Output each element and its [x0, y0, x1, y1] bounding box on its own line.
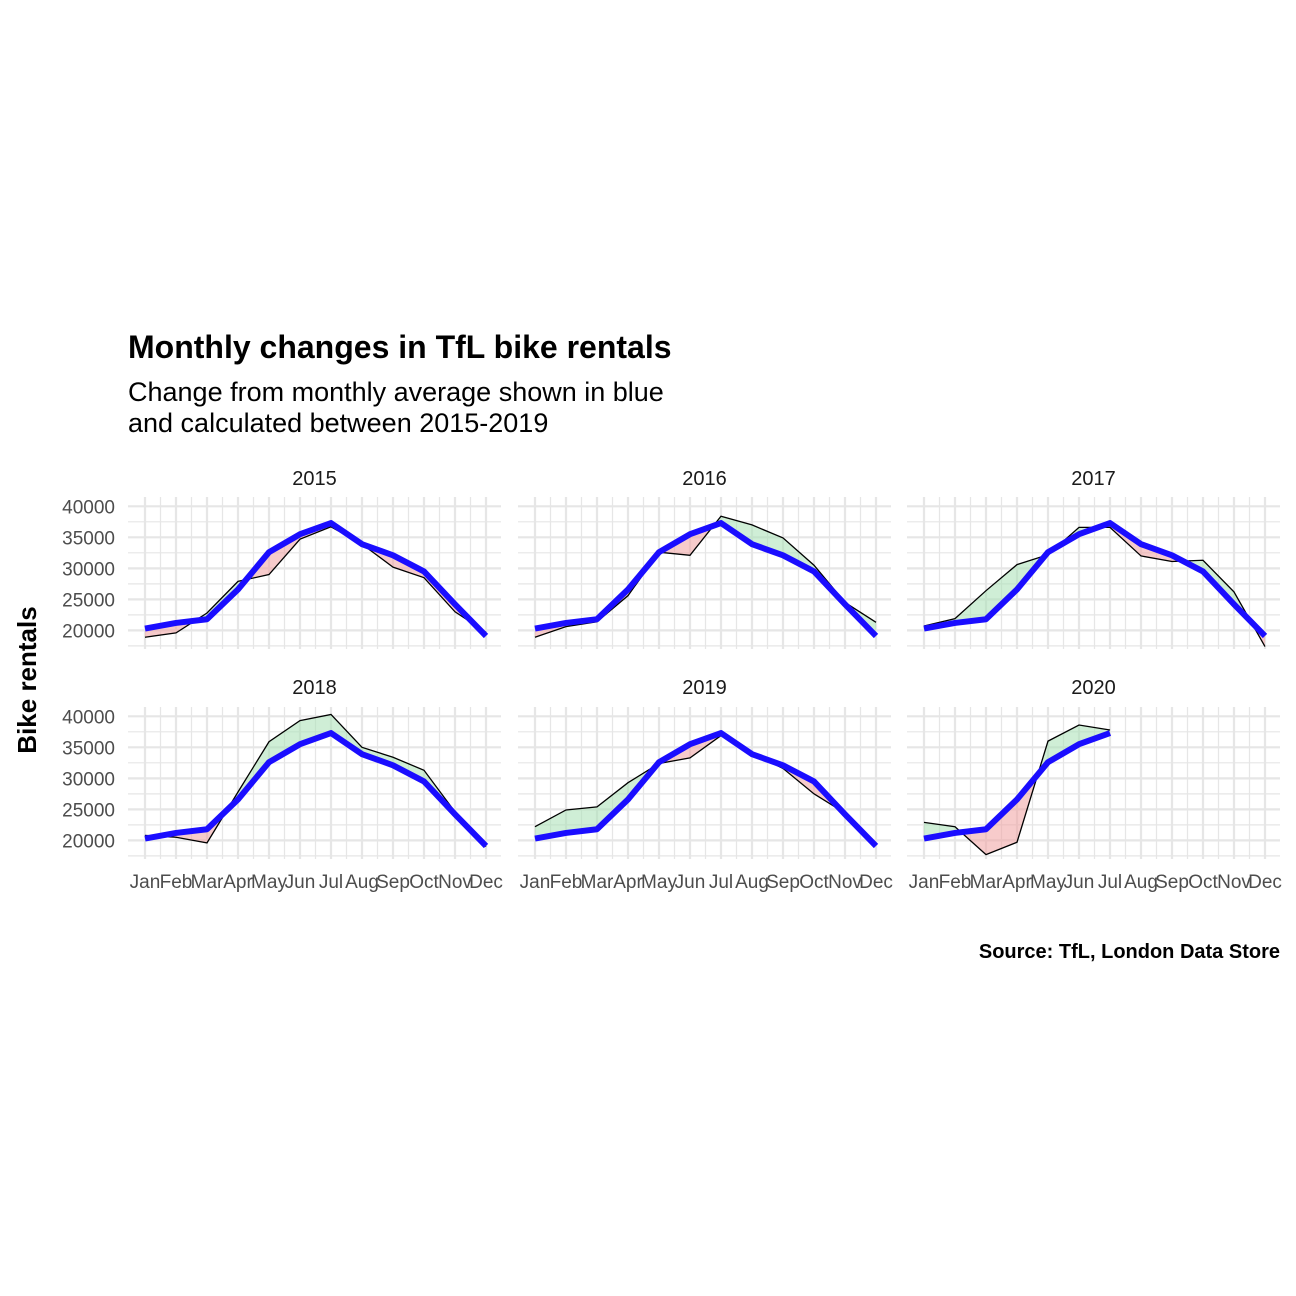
y-tick-label: 35000	[62, 528, 115, 549]
x-tick-label: Nov	[1217, 872, 1251, 893]
ribbon-above-average	[269, 720, 300, 763]
y-tick-label: 25000	[62, 800, 115, 821]
x-tick-label: Mar	[191, 872, 224, 893]
x-tick-label: Oct	[1188, 872, 1218, 893]
x-tick-label: Jun	[1064, 872, 1095, 893]
y-tick-label: 20000	[62, 831, 115, 852]
x-tick-label: Aug	[345, 872, 379, 893]
ribbon-above-average	[752, 524, 783, 556]
ribbon-above-average	[1048, 724, 1079, 763]
chart-caption: Source: TfL, London Data Store	[979, 941, 1280, 963]
y-tick-label: 30000	[62, 769, 115, 790]
ribbon-above-average	[331, 714, 362, 755]
x-tick-label: Feb	[939, 872, 972, 893]
ribbon-above-average	[238, 741, 269, 800]
series-line-actual	[144, 713, 487, 848]
panel-strip-label: 2015	[292, 468, 337, 490]
x-tick-label: Mar	[581, 872, 614, 893]
x-tick-label: May	[1030, 872, 1066, 893]
x-tick-label: Oct	[799, 872, 829, 893]
panel-strip-label: 2020	[1071, 677, 1116, 699]
panel-strip-label: 2016	[682, 468, 727, 490]
x-tick-label: Jul	[319, 872, 343, 893]
y-tick-label: 20000	[62, 621, 115, 642]
ribbon-above-average	[986, 564, 1017, 620]
series-line-actual	[534, 734, 877, 844]
x-tick-label: Aug	[735, 872, 769, 893]
x-tick-label: May	[641, 872, 677, 893]
series-line-average	[534, 730, 879, 849]
ribbon-above-average	[566, 806, 597, 833]
ribbon-below-average	[986, 799, 1017, 855]
ribbon-above-average	[955, 590, 986, 623]
x-tick-label: Dec	[469, 872, 503, 893]
chart-title: Monthly changes in TfL bike rentals	[128, 329, 672, 365]
x-tick-label: Sep	[766, 872, 800, 893]
chart-subtitle-line-1: Change from monthly average shown in blu…	[128, 377, 664, 407]
series-line-average	[923, 730, 1112, 842]
series-line-actual	[144, 526, 487, 638]
y-tick-label: 30000	[62, 559, 115, 580]
y-tick-label: 40000	[62, 707, 115, 728]
series-line-actual	[923, 724, 1111, 856]
x-tick-label: Apr	[613, 872, 643, 893]
panel-2015: 2015 20000 25000 30000 35000 40000	[62, 468, 501, 649]
y-axis-label: Bike rentals	[12, 606, 42, 753]
x-tick-label: Dec	[1248, 872, 1282, 893]
x-tick-label: Mar	[970, 872, 1003, 893]
x-tick-label: May	[251, 872, 287, 893]
x-tick-label: Jul	[1098, 872, 1122, 893]
x-tick-label: Nov	[438, 872, 472, 893]
y-tick-label: 25000	[62, 590, 115, 611]
x-tick-label: Apr	[223, 872, 253, 893]
chart-subtitle-line-2: and calculated between 2015-2019	[128, 408, 548, 438]
x-tick-label: Feb	[550, 872, 583, 893]
ribbon-above-average	[783, 537, 814, 572]
x-tick-label: Jun	[675, 872, 706, 893]
panel-strip-label: 2017	[1071, 468, 1116, 490]
x-tick-label: Jan	[130, 872, 161, 893]
panel-2017: 2017	[907, 468, 1280, 649]
panel-2016: 2016	[518, 468, 891, 649]
x-tick-label: Aug	[1124, 872, 1158, 893]
series-line-average	[144, 520, 489, 639]
x-tick-label: Sep	[1155, 872, 1189, 893]
x-tick-label: Jan	[520, 872, 551, 893]
series-line-average	[923, 520, 1268, 639]
panel-strip-label: 2019	[682, 677, 727, 699]
series-line-average	[144, 730, 489, 849]
y-tick-label: 35000	[62, 738, 115, 759]
x-tick-label: Nov	[828, 872, 862, 893]
x-tick-label: Jan	[909, 872, 940, 893]
x-tick-label: Oct	[409, 872, 439, 893]
x-tick-label: Feb	[160, 872, 193, 893]
ribbon-above-average	[597, 782, 628, 830]
y-tick-label: 40000	[62, 497, 115, 518]
series-line-average	[534, 520, 879, 639]
x-tick-label: Jul	[709, 872, 733, 893]
ribbon-above-average	[300, 714, 331, 745]
panel-strip-label: 2018	[292, 677, 337, 699]
x-tick-label: Sep	[376, 872, 410, 893]
x-tick-label: Jun	[285, 872, 316, 893]
ribbon-below-average	[269, 534, 300, 575]
x-tick-label: Apr	[1002, 872, 1032, 893]
x-tick-label: Dec	[859, 872, 893, 893]
facet-panels: 2015 20000 25000 30000 35000 40000 2016 2017 201…	[62, 468, 1282, 893]
